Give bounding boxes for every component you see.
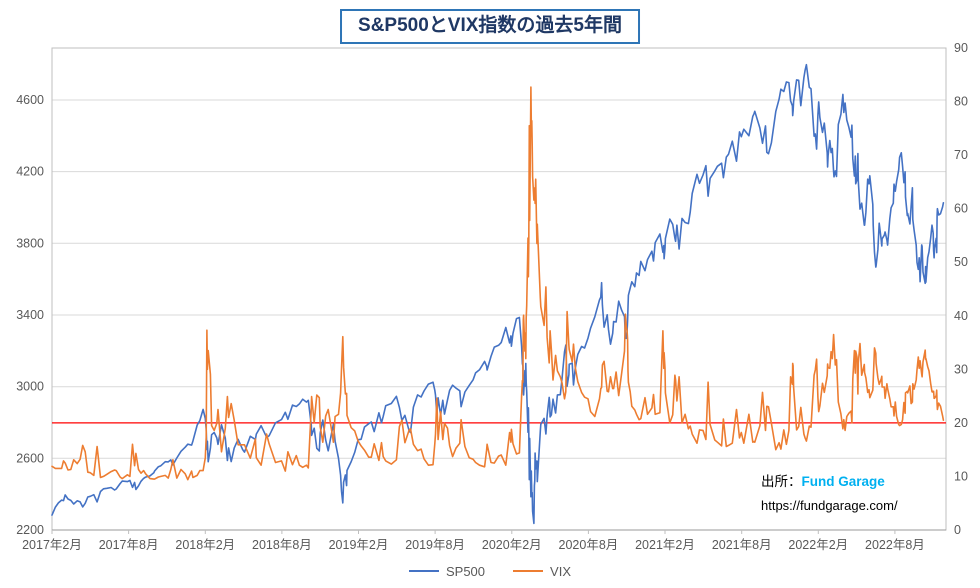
svg-text:3000: 3000 xyxy=(16,380,44,394)
svg-text:2021年8月: 2021年8月 xyxy=(712,538,772,552)
svg-text:3400: 3400 xyxy=(16,308,44,322)
svg-text:4600: 4600 xyxy=(16,93,44,107)
vix-line xyxy=(51,86,945,481)
source-attribution: 出所：Fund Garage https://fundgarage.com/ xyxy=(761,474,898,514)
svg-text:2020年2月: 2020年2月 xyxy=(482,538,542,552)
x-axis-labels: 2017年2月 2017年8月 2018年2月 2018年8月 2019年2月 2019年… xyxy=(22,530,925,552)
svg-text:2019年2月: 2019年2月 xyxy=(329,538,389,552)
right-axis-labels: 0 10 20 30 40 50 60 70 80 90 xyxy=(954,41,968,537)
svg-text:90: 90 xyxy=(954,41,968,55)
legend-item-sp500: SP500 xyxy=(408,563,486,579)
svg-text:2021年2月: 2021年2月 xyxy=(635,538,695,552)
legend-label-vix: VIX xyxy=(550,563,571,579)
vix-line-swatch xyxy=(513,570,544,572)
plot-border xyxy=(51,47,947,531)
chart-title: S&P500とVIX指数の過去5年間 xyxy=(340,9,640,44)
svg-text:10: 10 xyxy=(954,469,968,483)
svg-text:70: 70 xyxy=(954,148,968,162)
svg-text:2022年2月: 2022年2月 xyxy=(788,538,848,552)
svg-text:0: 0 xyxy=(954,523,961,537)
svg-text:2600: 2600 xyxy=(16,451,44,465)
svg-text:50: 50 xyxy=(954,255,968,269)
svg-text:20: 20 xyxy=(954,416,968,430)
svg-text:2019年8月: 2019年8月 xyxy=(405,538,465,552)
svg-text:4200: 4200 xyxy=(16,165,44,179)
sp500-line xyxy=(51,63,945,525)
svg-text:2018年2月: 2018年2月 xyxy=(175,538,235,552)
gridlines xyxy=(52,99,946,459)
source-label: 出所： xyxy=(761,474,802,489)
svg-text:2022年8月: 2022年8月 xyxy=(865,538,925,552)
left-axis-labels: 2200 2600 3000 3400 3800 4200 4600 xyxy=(16,93,44,537)
svg-text:40: 40 xyxy=(954,309,968,323)
source-line: 出所：Fund Garage xyxy=(761,474,898,490)
svg-text:2018年8月: 2018年8月 xyxy=(252,538,312,552)
svg-text:80: 80 xyxy=(954,95,968,109)
svg-text:3800: 3800 xyxy=(16,236,44,250)
svg-text:2020年8月: 2020年8月 xyxy=(559,538,619,552)
sp500-line-swatch xyxy=(408,570,439,572)
source-url: https://fundgarage.com/ xyxy=(761,498,898,514)
svg-text:2200: 2200 xyxy=(16,523,44,537)
legend: SP500 VIX xyxy=(0,560,980,582)
svg-text:30: 30 xyxy=(954,362,968,376)
svg-text:2017年8月: 2017年8月 xyxy=(99,538,159,552)
svg-text:60: 60 xyxy=(954,202,968,216)
legend-item-vix: VIX xyxy=(513,564,571,579)
svg-text:2017年2月: 2017年2月 xyxy=(22,538,82,552)
legend-label-sp500: SP500 xyxy=(445,563,486,579)
source-name: Fund Garage xyxy=(801,474,885,489)
